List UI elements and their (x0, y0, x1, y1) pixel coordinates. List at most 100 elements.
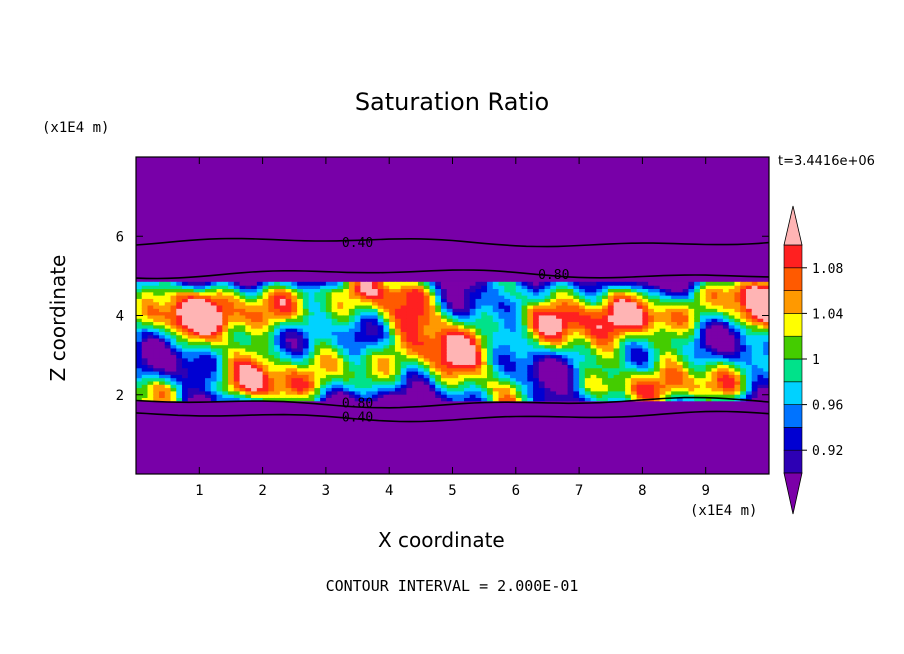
field-cell (222, 377, 229, 382)
field-cell (228, 374, 235, 379)
field-cell (314, 324, 321, 329)
field-cell (740, 351, 747, 356)
field-cell (740, 394, 747, 398)
field-cell (291, 364, 298, 369)
field-cell (642, 285, 649, 290)
field-cell (285, 311, 292, 316)
field-cell (412, 311, 419, 316)
field-cell (239, 370, 246, 375)
field-cell (331, 328, 338, 332)
field-cell (245, 311, 252, 316)
field-cell (199, 370, 206, 375)
field-cell (763, 347, 769, 352)
field-cell (567, 314, 574, 319)
field-cell (510, 384, 517, 389)
field-cell (579, 370, 586, 375)
field-cell (717, 364, 724, 369)
field-cell (717, 308, 724, 313)
field-cell (498, 384, 505, 389)
field-cell (141, 367, 149, 372)
field-cell (417, 367, 425, 372)
field-cell (688, 397, 695, 402)
field-cell (187, 341, 195, 346)
field-cell (665, 337, 672, 342)
field-cell (429, 351, 436, 356)
colorbar-swatch (783, 335, 803, 360)
field-cell (205, 314, 212, 319)
field-cell (245, 308, 252, 313)
field-cell (619, 337, 626, 342)
field-cell (394, 374, 402, 379)
field-cell (297, 328, 304, 332)
field-cell (728, 298, 736, 303)
field-cell (239, 367, 246, 372)
field-cell (406, 367, 413, 372)
field-cell (607, 361, 615, 365)
field-cell (682, 288, 690, 293)
field-cell (619, 318, 626, 323)
field-cell (728, 321, 736, 326)
field-cell (400, 291, 408, 296)
field-cell (740, 321, 747, 326)
field-cell (757, 334, 764, 339)
field-cell (205, 397, 212, 402)
field-cell (757, 291, 764, 296)
field-cell (182, 364, 189, 369)
field-cell (176, 384, 183, 389)
field-cell (648, 285, 655, 290)
field-cell (245, 387, 252, 392)
field-cell (256, 314, 264, 319)
field-cell (458, 318, 465, 323)
field-cell (297, 318, 304, 323)
field-cell (682, 291, 690, 296)
field-cell (625, 334, 632, 339)
field-cell (613, 301, 620, 306)
field-cell (331, 288, 338, 293)
field-cell (210, 357, 218, 362)
field-cell (676, 354, 684, 359)
field-cell (498, 390, 505, 395)
field-cell (320, 291, 327, 296)
field-cell (337, 295, 344, 299)
field-cell (187, 390, 195, 395)
field-cell (487, 394, 494, 398)
field-cell (590, 361, 597, 365)
field-cell (487, 324, 494, 329)
field-cell (239, 301, 246, 306)
field-cell (331, 281, 338, 286)
field-cell (279, 357, 287, 362)
field-cell (308, 361, 315, 365)
field-cell (159, 308, 166, 313)
field-cell (694, 387, 701, 392)
field-cell (740, 364, 747, 369)
field-cell (688, 380, 695, 385)
field-cell (711, 328, 718, 332)
field-cell (567, 301, 574, 306)
field-cell (688, 387, 695, 392)
field-cell (274, 387, 281, 392)
field-cell (141, 311, 149, 316)
field-cell (354, 295, 362, 299)
field-cell (440, 288, 448, 293)
field-cell (573, 334, 580, 339)
field-cell (671, 314, 678, 319)
field-cell (136, 321, 143, 326)
field-cell (665, 361, 672, 365)
field-cell (579, 314, 586, 319)
field-cell (642, 321, 649, 326)
field-cell (584, 301, 592, 306)
field-cell (745, 295, 753, 299)
field-cell (711, 394, 718, 398)
field-cell (567, 285, 574, 290)
field-cell (354, 367, 362, 372)
field-cell (590, 308, 597, 313)
field-cell (487, 281, 494, 286)
field-cell (354, 288, 362, 293)
field-cell (590, 337, 597, 342)
field-cell (216, 298, 223, 303)
field-cell (688, 344, 695, 349)
field-cell (291, 387, 298, 392)
field-cell (515, 308, 523, 313)
field-cell (297, 377, 304, 382)
field-cell (187, 347, 195, 352)
